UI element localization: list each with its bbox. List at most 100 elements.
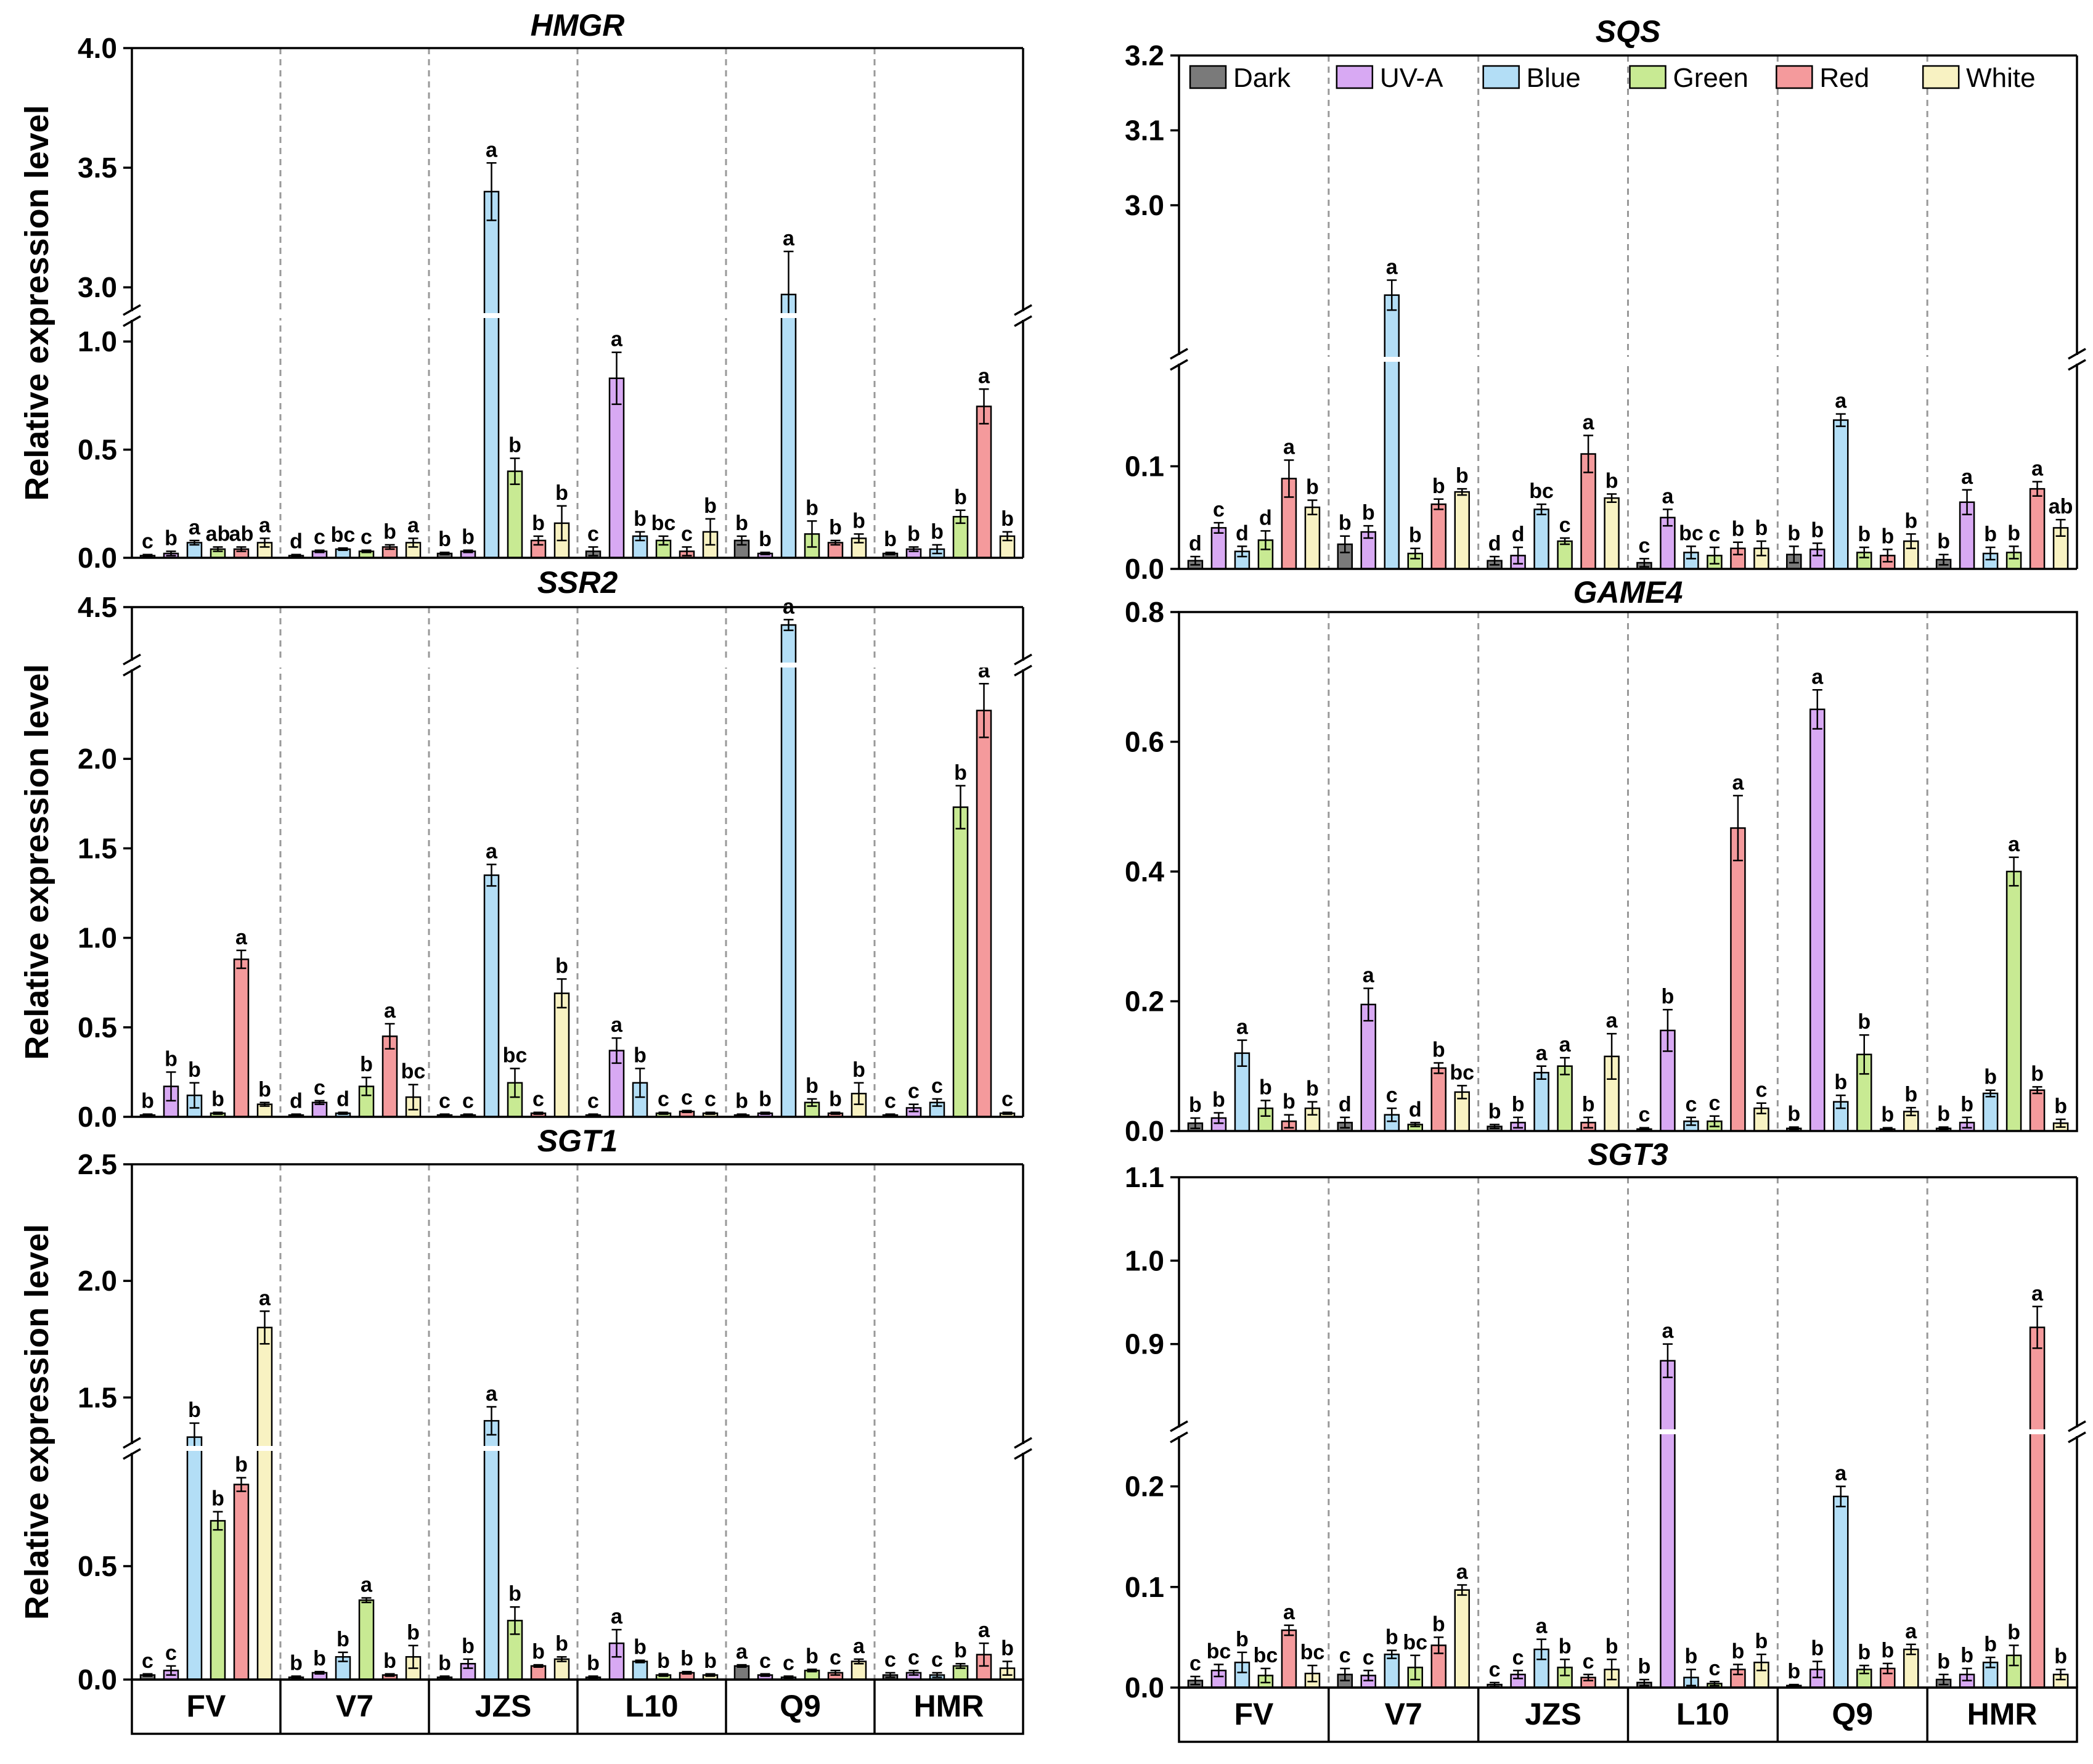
significance-letter: b [1787,1660,1800,1683]
significance-letter: b [1385,1626,1398,1649]
significance-letter: b [235,1453,248,1476]
axis-break-mark [2068,348,2086,360]
bar-uv-a-v7 [1360,1003,1376,1132]
y-tick-label: 3.5 [78,152,117,184]
bar-uv-a-l10 [1660,1360,1676,1689]
significance-letter: a [259,1286,271,1310]
bar-blue-hmr [1982,1092,1999,1132]
chart-title: GAME4 [1573,575,1683,610]
y-tick-label: 3.0 [78,271,117,303]
y-tick-label: 0.5 [78,1011,117,1043]
significance-letter: d [1189,532,1202,555]
significance-letter: c [587,522,599,545]
significance-letter: d [1236,521,1249,545]
significance-letter: b [1881,1103,1894,1127]
y-tick-label: 0.5 [78,1550,117,1582]
bar-green-fv [210,1520,226,1681]
significance-letter: b [954,486,967,509]
y-tick-label: 0.8 [1125,596,1164,628]
legend-swatch-green [1629,65,1667,89]
legend-swatch-dark [1189,65,1227,89]
bar-red-hmr [2029,1089,2046,1132]
significance-letter: d [1259,506,1272,529]
significance-letter: b [555,954,568,978]
significance-letter: b [1306,1077,1319,1101]
bar-red-fv [233,1484,250,1681]
legend-label-dark: Dark [1233,63,1291,93]
significance-letter: a [384,999,396,1023]
significance-letter: c [1339,1644,1351,1667]
significance-letter: b [1432,475,1445,498]
x-tick-label-l10: L10 [1676,1697,1729,1731]
y-tick-label: 1.0 [78,922,117,954]
significance-letter: b [634,507,647,531]
significance-letter: b [634,1636,647,1659]
bar-white-fv [1304,506,1321,570]
y-axis-label: Relative expression level [18,664,55,1060]
significance-letter: a [1559,1033,1572,1056]
significance-letter: a [736,1640,748,1664]
significance-letter: b [634,1044,647,1068]
chart-title: HMGR [531,8,625,43]
bar-green-v7 [358,1599,375,1681]
bar-red-hmr [2029,1326,2046,1689]
y-tick-label: 0.9 [1125,1328,1164,1360]
significance-letter: ab [229,522,254,545]
axis-break-mark [123,1437,141,1449]
y-tick-label: 2.0 [78,743,117,775]
axis-break-gap [133,663,1022,668]
significance-letter: b [2054,1645,2067,1668]
y-tick-label: 1.0 [1125,1244,1164,1276]
significance-letter: c [1708,523,1720,546]
bar-blue-q9 [780,624,797,1118]
y-tick-label: 0.4 [1125,855,1164,888]
significance-letter: b [1582,1093,1595,1116]
significance-letter: b [1811,518,1824,542]
legend-label-red: Red [1819,63,1869,93]
significance-letter: b [806,496,818,520]
significance-letter: b [383,1649,396,1673]
significance-letter: b [1488,1100,1501,1123]
significance-letter: b [2054,1095,2067,1118]
significance-letter: b [165,526,177,550]
y-tick-label: 0.0 [78,542,117,574]
y-tick-label: 4.0 [78,32,117,64]
significance-letter: b [1236,1628,1249,1651]
significance-letter: c [1708,1092,1720,1115]
significance-letter: b [1662,985,1675,1008]
y-tick-label: 0.5 [78,434,117,466]
significance-letter: a [361,1574,373,1597]
bar-green-hmr [2005,870,2022,1132]
significance-letter: a [611,328,623,351]
significance-letter: b [1787,521,1800,545]
x-tick-label-q9: Q9 [1832,1697,1873,1731]
axis-break-mark [1170,1420,1188,1432]
significance-letter: b [1984,523,1997,546]
significance-letter: c [681,1086,693,1109]
bar-blue-v7 [1384,294,1400,570]
significance-letter: bc [1207,1639,1231,1663]
plot-frame [123,606,1032,1118]
significance-letter: bc [1529,480,1554,503]
axis-break-mark [1014,664,1032,677]
significance-letter: b [1881,1639,1894,1662]
bar-green-jzs [1557,1065,1573,1132]
bar-blue-l10 [632,1660,648,1681]
significance-letter: a [1283,436,1295,459]
plot-frame [1170,54,2086,570]
significance-letter: c [1489,1658,1501,1681]
y-tick-label: 0.0 [78,1101,117,1133]
significance-letter: c [681,522,693,545]
significance-letter: bc [1403,1631,1427,1654]
axis-break-mark [1014,1437,1032,1449]
x-tick-label-fv: FV [187,1689,227,1723]
significance-letter: ab [206,522,231,545]
significance-letter: b [508,1582,521,1606]
significance-letter: c [704,1088,716,1111]
significance-letter: c [931,1648,943,1672]
significance-letter: c [658,1088,669,1111]
